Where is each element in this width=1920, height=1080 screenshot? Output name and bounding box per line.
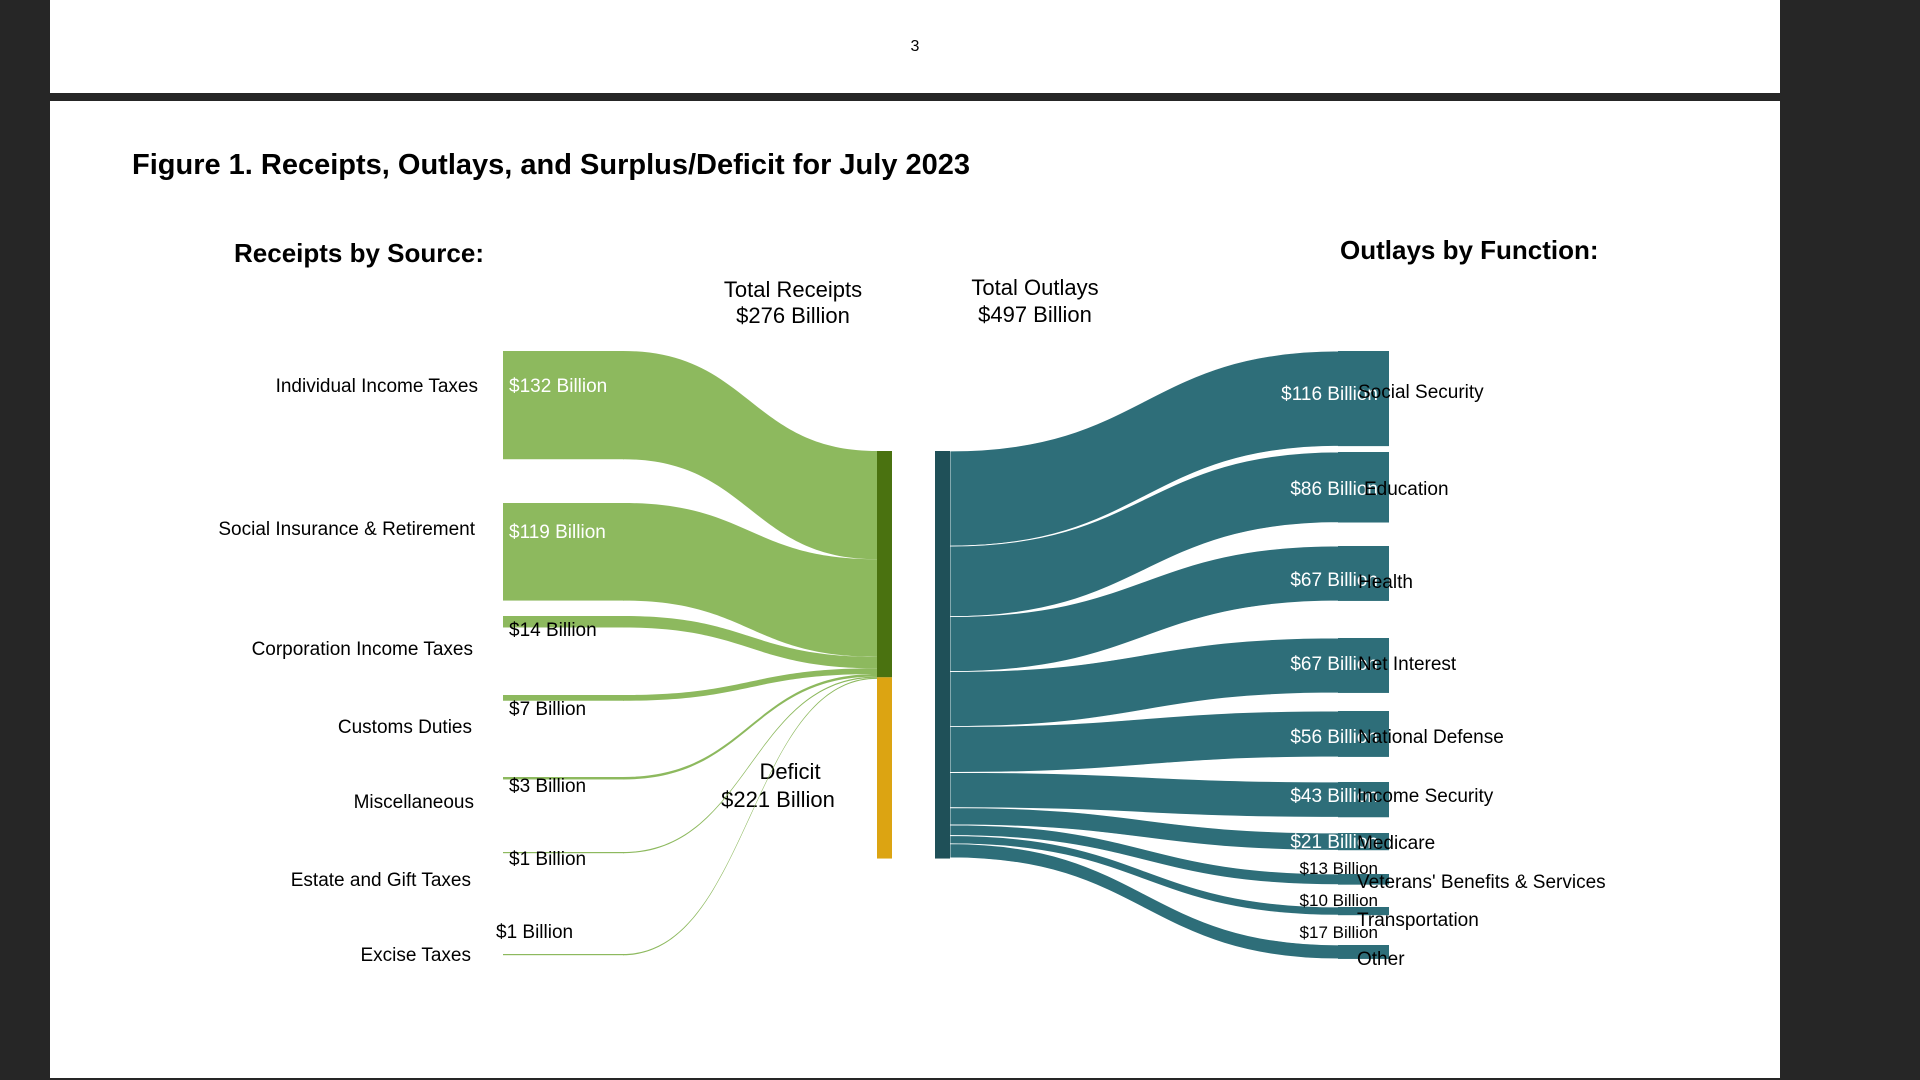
receipt-label-customs-duties: Customs Duties bbox=[338, 717, 472, 738]
outlay-label-income-security: Income Security bbox=[1357, 786, 1494, 807]
receipts-heading: Receipts by Source: bbox=[234, 238, 484, 268]
outlay-label-social-security: Social Security bbox=[1358, 382, 1484, 403]
receipt-value-corporation-income-taxes: $14 Billion bbox=[509, 620, 597, 641]
receipt-flow-miscellaneous bbox=[623, 674, 877, 780]
deficit-value: $221 Billion bbox=[721, 787, 835, 812]
receipt-label-miscellaneous: Miscellaneous bbox=[354, 792, 474, 813]
receipt-value-excise-taxes: $1 Billion bbox=[496, 922, 573, 943]
total-outlays-value: $497 Billion bbox=[978, 302, 1092, 327]
outlay-value-net-interest: $67 Billion bbox=[1290, 654, 1378, 675]
receipt-flow-excise-taxes bbox=[623, 677, 877, 956]
deficit-bar bbox=[877, 677, 892, 859]
outlay-value-other: $17 Billion bbox=[1300, 923, 1378, 942]
receipt-label-estate-and-gift-taxes: Estate and Gift Taxes bbox=[291, 870, 471, 891]
receipt-label-corporation-income-taxes: Corporation Income Taxes bbox=[252, 639, 473, 660]
total-outlays-bar bbox=[935, 451, 950, 859]
outlay-label-net-interest: Net Interest bbox=[1358, 654, 1457, 675]
receipt-value-customs-duties: $7 Billion bbox=[509, 699, 586, 720]
deficit-label: Deficit bbox=[759, 759, 820, 784]
receipt-bar-individual-income-taxes bbox=[503, 351, 624, 460]
labels-layer: Individual Income Taxes $132 Billion Socia… bbox=[218, 376, 1605, 970]
outlay-label-other: Other bbox=[1357, 949, 1405, 970]
flows-layer bbox=[503, 350, 1389, 960]
outlay-value-education: $86 Billion bbox=[1290, 479, 1378, 500]
outlay-value-social-security: $116 Billion bbox=[1281, 384, 1378, 405]
receipt-flow-customs-duties bbox=[623, 668, 877, 701]
sankey-chart: Receipts by Source: Outlays by Function:… bbox=[218, 235, 1605, 970]
receipt-bar-corporation-income-taxes bbox=[503, 616, 624, 628]
outlay-value-transportation: $10 Billion bbox=[1300, 891, 1378, 910]
receipt-label-social-insurance-retirement: Social Insurance & Retirement bbox=[218, 519, 475, 540]
outlay-label-transportation: Transportation bbox=[1357, 910, 1479, 931]
total-receipts-value: $276 Billion bbox=[736, 303, 850, 328]
outlay-label-national-defense: National Defense bbox=[1358, 727, 1504, 748]
outlay-value-national-defense: $56 Billion bbox=[1290, 727, 1378, 748]
outlay-value-medicare: $21 Billion bbox=[1290, 832, 1378, 853]
outlays-heading: Outlays by Function: bbox=[1340, 235, 1599, 265]
receipt-value-estate-and-gift-taxes: $1 Billion bbox=[509, 849, 586, 870]
outlay-bar-social-security bbox=[1338, 351, 1389, 447]
bars-layer bbox=[877, 451, 950, 859]
receipt-flow-social-insurance-retirement bbox=[623, 503, 877, 657]
total-receipts-bar bbox=[877, 451, 892, 678]
receipt-flow-individual-income-taxes bbox=[623, 351, 877, 560]
page-number: 3 bbox=[910, 38, 920, 55]
outlay-bar-other bbox=[1338, 945, 1389, 959]
outlay-bar-national-defense bbox=[1338, 711, 1389, 757]
receipt-label-individual-income-taxes: Individual Income Taxes bbox=[276, 376, 478, 397]
outlay-bar-medicare bbox=[1338, 833, 1389, 851]
outlay-label-veterans-benefits-services: Veterans' Benefits & Services bbox=[1357, 872, 1606, 893]
outlay-label-medicare: Medicare bbox=[1357, 833, 1435, 854]
outlay-label-health: Health bbox=[1358, 572, 1413, 593]
receipt-bar-social-insurance-retirement bbox=[503, 503, 624, 601]
receipt-value-social-insurance-retirement: $119 Billion bbox=[509, 522, 606, 543]
outlay-bar-income-security bbox=[1338, 782, 1389, 818]
receipt-bar-estate-and-gift-taxes bbox=[503, 852, 624, 854]
receipt-bar-customs-duties bbox=[503, 695, 624, 701]
outlay-label-education: Education bbox=[1364, 479, 1449, 500]
outlay-value-veterans-benefits-services: $13 Billion bbox=[1300, 859, 1378, 878]
outlay-bar-net-interest bbox=[1338, 638, 1389, 693]
receipt-flow-estate-and-gift-taxes bbox=[623, 676, 877, 854]
receipt-bar-miscellaneous bbox=[503, 777, 624, 780]
outlay-bar-veterans-benefits-services bbox=[1338, 874, 1389, 885]
outlay-bar-education bbox=[1338, 452, 1389, 523]
outlay-value-health: $67 Billion bbox=[1290, 570, 1378, 591]
receipt-bar-excise-taxes bbox=[503, 954, 624, 956]
receipt-label-excise-taxes: Excise Taxes bbox=[360, 945, 471, 966]
outlay-flow-other bbox=[949, 843, 1341, 960]
receipt-flow-corporation-income-taxes bbox=[623, 616, 877, 669]
figure-title: Figure 1. Receipts, Outlays, and Surplus… bbox=[132, 149, 971, 181]
document-page: 3 Figure 1. Receipts, Outlays, and Surpl… bbox=[50, 0, 1780, 1078]
receipt-value-miscellaneous: $3 Billion bbox=[509, 776, 586, 797]
total-receipts-label: Total Receipts bbox=[724, 277, 862, 302]
outlay-bar-transportation bbox=[1338, 907, 1389, 916]
outlay-bar-health bbox=[1338, 546, 1389, 601]
outlay-value-income-security: $43 Billion bbox=[1290, 786, 1378, 807]
total-outlays-label: Total Outlays bbox=[971, 275, 1098, 300]
receipt-value-individual-income-taxes: $132 Billion bbox=[509, 376, 607, 397]
header-rule bbox=[50, 93, 1780, 101]
